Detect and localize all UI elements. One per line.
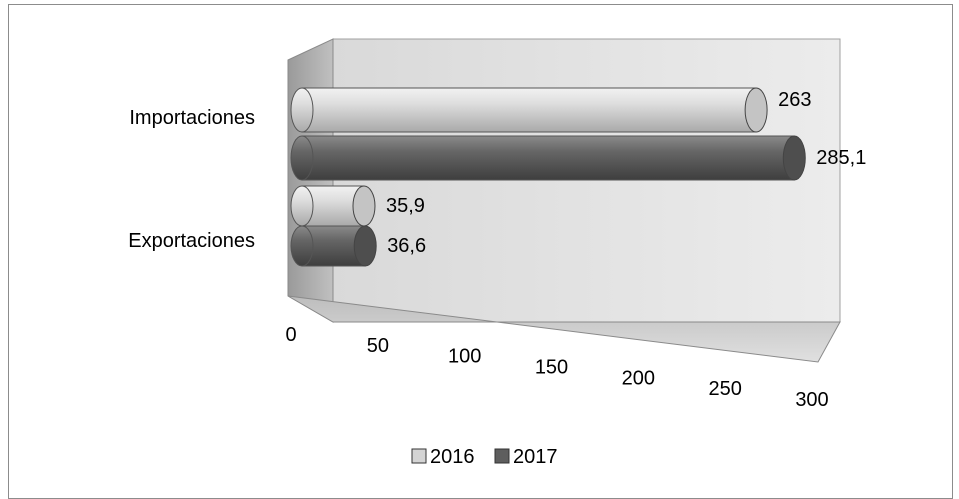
bar-start-cap-2017-exportaciones	[290, 225, 314, 267]
bar-start-cap-2016-exportaciones	[290, 185, 314, 227]
data-label-2017-importaciones: 285,1	[816, 147, 866, 169]
bars-layer	[290, 87, 806, 267]
x-tick-label: 100	[448, 346, 481, 368]
bar-start-cap-2017-importaciones	[290, 135, 314, 181]
x-tick-label: 150	[535, 357, 568, 379]
legend-label-2016: 2016	[430, 446, 475, 468]
x-tick-label: 0	[285, 324, 296, 346]
bar-end-cap-2016-importaciones	[744, 87, 768, 133]
category-labels-layer: Importaciones Exportaciones	[128, 107, 255, 252]
floor	[287, 295, 841, 363]
data-labels-layer: 263 285,1 35,9 36,6	[386, 89, 866, 257]
bar-start-cap-2016-importaciones	[290, 87, 314, 133]
bar-end-cap-2016-exportaciones	[352, 185, 376, 227]
legend-swatch-2016	[411, 448, 427, 464]
category-label-exportaciones: Exportaciones	[128, 230, 255, 252]
bar-end-cap-2017-exportaciones	[353, 225, 377, 267]
x-tick-label: 250	[708, 378, 741, 400]
x-tick-label: 50	[367, 335, 389, 357]
bar-end-cap-2017-importaciones	[782, 135, 806, 181]
bar-2016-importaciones	[301, 87, 757, 133]
data-label-2017-exportaciones: 36,6	[387, 235, 426, 257]
x-axis-ticks-layer: 0 50 100 150 200 250 300	[285, 324, 828, 411]
data-label-2016-exportaciones: 35,9	[386, 195, 425, 217]
x-tick-label: 200	[622, 367, 655, 389]
category-label-importaciones: Importaciones	[129, 107, 255, 129]
legend-swatch-2017	[494, 448, 510, 464]
bar-2017-importaciones	[301, 135, 795, 181]
x-tick-label: 300	[795, 389, 828, 411]
legend: 2016 2017	[411, 446, 558, 468]
legend-label-2017: 2017	[513, 446, 558, 468]
data-label-2016-importaciones: 263	[778, 89, 811, 111]
